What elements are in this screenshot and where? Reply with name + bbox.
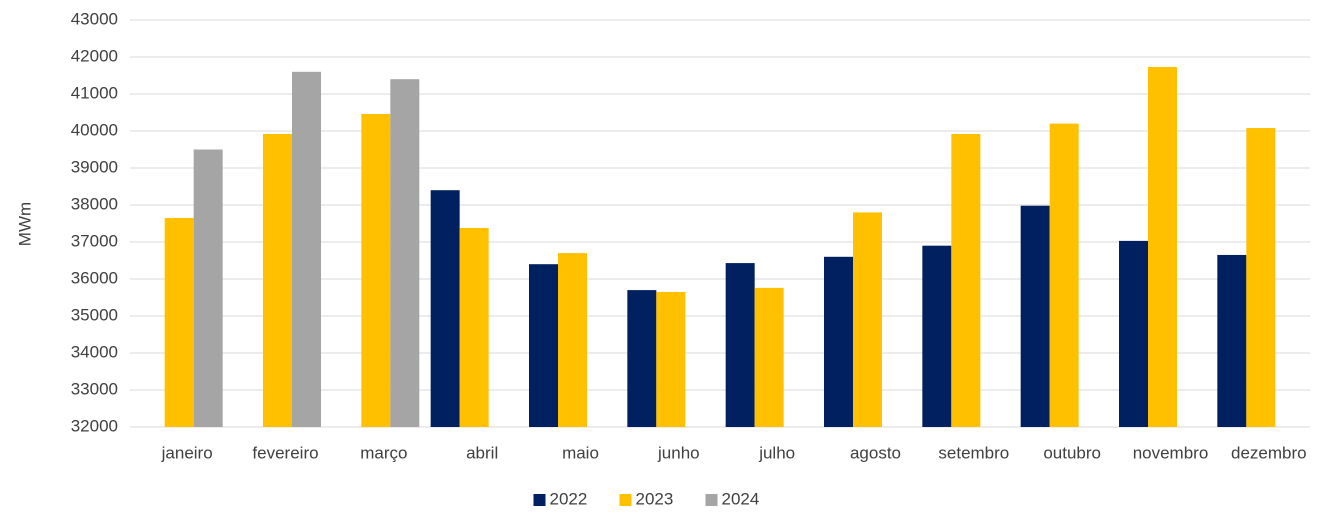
y-tick-label: 42000 — [71, 46, 118, 65]
y-tick-label: 33000 — [71, 379, 118, 398]
bar — [1217, 254, 1247, 427]
y-tick-label: 36000 — [71, 268, 118, 287]
bar — [656, 291, 686, 427]
bar — [430, 190, 460, 427]
bar — [627, 290, 657, 427]
bar — [824, 256, 853, 427]
bar — [1020, 205, 1050, 427]
y-tick-label: 34000 — [71, 342, 118, 361]
y-tick-label: 41000 — [71, 83, 118, 102]
x-tick-label: junho — [657, 443, 700, 462]
y-tick-label: 40000 — [71, 120, 118, 139]
bar — [361, 113, 391, 427]
x-tick-label: janeiro — [161, 443, 213, 462]
x-tick-label: maio — [562, 443, 599, 462]
bar — [1049, 123, 1079, 427]
y-tick-label: 37000 — [71, 231, 118, 250]
legend-swatch — [533, 494, 546, 506]
legend-label: 2022 — [550, 489, 588, 508]
y-tick-label: 32000 — [71, 416, 118, 435]
y-axis-label: MWm — [15, 202, 34, 246]
y-tick-label: 35000 — [71, 305, 118, 324]
x-tick-label: novembro — [1133, 443, 1209, 462]
bar — [1148, 66, 1177, 428]
bar — [853, 212, 882, 427]
bar — [193, 149, 223, 427]
x-tick-label: dezembro — [1231, 443, 1307, 462]
x-tick-label: agosto — [850, 443, 901, 462]
bar — [292, 71, 321, 428]
bar — [951, 133, 981, 427]
legend-label: 2024 — [722, 489, 760, 508]
x-tick-label: julho — [758, 443, 795, 462]
bar — [390, 79, 420, 427]
legend-label: 2023 — [636, 489, 674, 508]
bar — [1119, 240, 1148, 427]
x-tick-label: outubro — [1043, 443, 1101, 462]
y-tick-label: 38000 — [71, 194, 118, 213]
bar — [459, 227, 489, 427]
x-tick-label: março — [360, 443, 407, 462]
legend-swatch — [619, 494, 632, 506]
x-tick-label: fevereiro — [252, 443, 318, 462]
bar — [922, 245, 952, 427]
bar — [725, 263, 755, 427]
y-tick-label: 39000 — [71, 157, 118, 176]
x-tick-label: abril — [466, 443, 498, 462]
bar — [558, 253, 587, 427]
legend-swatch — [705, 494, 718, 506]
bar — [1246, 128, 1276, 428]
bar — [164, 217, 194, 427]
bar — [263, 133, 292, 427]
bar — [754, 287, 784, 427]
x-tick-label: setembro — [938, 443, 1009, 462]
bar — [529, 264, 558, 427]
y-tick-label: 43000 — [71, 9, 118, 28]
